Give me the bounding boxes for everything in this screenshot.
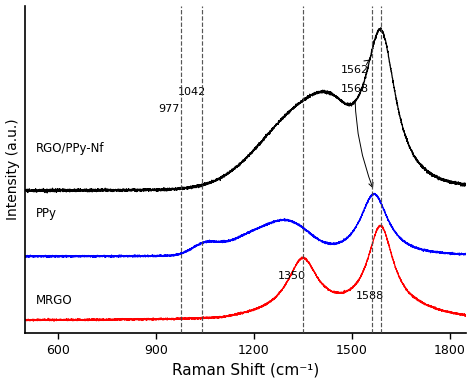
X-axis label: Raman Shift (cm⁻¹): Raman Shift (cm⁻¹) xyxy=(172,362,319,377)
Text: 1588: 1588 xyxy=(356,291,384,301)
Text: RGO/PPy-Nf: RGO/PPy-Nf xyxy=(36,142,105,155)
Text: 1568: 1568 xyxy=(341,85,373,187)
Text: 1042: 1042 xyxy=(178,87,206,97)
Y-axis label: Intensity (a.u.): Intensity (a.u.) xyxy=(6,119,19,220)
Text: 977: 977 xyxy=(158,104,180,114)
Text: PPy: PPy xyxy=(36,207,57,220)
Text: 1350: 1350 xyxy=(277,271,305,281)
Text: MRGO: MRGO xyxy=(36,294,73,307)
Text: 1562: 1562 xyxy=(341,60,369,75)
